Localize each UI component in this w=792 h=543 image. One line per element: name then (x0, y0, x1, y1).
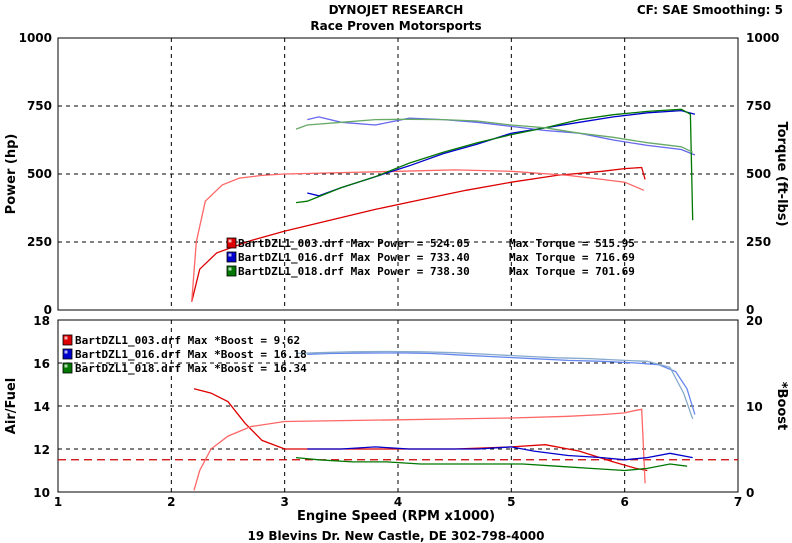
power-legend-entry: BartDZL1_003.drf Max Power = 524.05 (238, 237, 470, 250)
rpm-tick-label: 7 (734, 495, 742, 509)
power-tick-label: 1000 (19, 31, 52, 45)
power-legend-swatch-highlight (228, 267, 232, 271)
boost-axis-label: *Boost (774, 382, 789, 431)
series-line-boost-1 (193, 408, 646, 491)
series-line-power-4 (295, 108, 694, 221)
rpm-tick-label: 1 (54, 495, 62, 509)
afr-tick-label: 10 (33, 486, 50, 500)
boost-legend-entry: BartDZL1_016.drf Max *Boost = 16.18 (75, 348, 307, 361)
power-tick-labels: 0 250 500 750 1000 0 250 500 750 1000 (19, 31, 780, 317)
afr-tick-label: 18 (33, 314, 50, 328)
rpm-tick-label: 5 (507, 495, 515, 509)
series-line-boost-3 (307, 352, 696, 415)
torque-axis-label: Torque (ft-lbs) (774, 121, 789, 226)
power-tick-label: 750 (27, 99, 52, 113)
series-line-afr-0 (193, 388, 648, 472)
boost-tick-label: 10 (746, 400, 763, 414)
torque-legend-entry: Max Torque = 515.95 (509, 237, 635, 250)
boost-legend: BartDZL1_003.drf Max *Boost = 9.62BartDZ… (62, 334, 307, 375)
power-tick-label: 500 (27, 167, 52, 181)
power-tick-label: 250 (27, 235, 52, 249)
power-torque-lines (191, 108, 696, 302)
header-title: DYNOJET RESEARCH (329, 3, 464, 17)
afr-axis-label: Air/Fuel (4, 378, 19, 434)
boost-legend-entry: BartDZL1_018.drf Max *Boost = 16.34 (75, 362, 307, 375)
series-line-afr-2 (307, 446, 693, 461)
power-legend-entry: BartDZL1_016.drf Max Power = 733.40 (238, 251, 470, 264)
power-legend-swatch (226, 265, 237, 277)
power-legend-swatch-highlight (228, 253, 232, 257)
rpm-tick-label: 2 (167, 495, 175, 509)
header-subtitle: Race Proven Motorsports (310, 19, 481, 33)
afr-boost-lines (193, 350, 696, 491)
series-line-torque-3 (307, 116, 696, 156)
series-line-boost-5 (295, 350, 694, 420)
x-axis-label: Engine Speed (RPM x1000) (297, 509, 495, 524)
boost-legend-swatch-highlight (64, 336, 68, 340)
power-legend-swatch (226, 237, 237, 249)
afr-tick-label: 12 (33, 443, 50, 457)
rpm-tick-label: 6 (620, 495, 628, 509)
afr-tick-label: 14 (33, 400, 50, 414)
torque-legend-entry: Max Torque = 716.69 (509, 251, 635, 264)
torque-tick-label: 500 (746, 167, 771, 181)
afr-tick-label: 16 (33, 357, 50, 371)
boost-legend-swatch-highlight (64, 350, 68, 354)
rpm-tick-label: 3 (280, 495, 288, 509)
rpm-tick-label: 4 (394, 495, 402, 509)
series-line-torque-5 (295, 118, 693, 153)
series-line-power-0 (191, 166, 646, 302)
torque-tick-label: 0 (746, 303, 754, 317)
boost-legend-entry: BartDZL1_003.drf Max *Boost = 9.62 (75, 334, 300, 347)
boost-legend-swatch (62, 348, 73, 360)
boost-legend-swatch (62, 362, 73, 374)
power-legend: BartDZL1_003.drf Max Power = 524.05BartD… (226, 237, 470, 278)
boost-legend-swatch (62, 334, 73, 346)
boost-tick-label: 0 (746, 486, 754, 500)
torque-tick-label: 750 (746, 99, 771, 113)
footer-address: 19 Blevins Dr. New Castle, DE 302-798-40… (248, 529, 545, 543)
boost-legend-swatch-highlight (64, 364, 68, 368)
series-line-afr-4 (295, 456, 688, 472)
boost-tick-label: 20 (746, 314, 763, 328)
torque-tick-label: 1000 (746, 31, 779, 45)
correction-label: CF: SAE Smoothing: 5 (637, 3, 783, 17)
power-legend-swatch (226, 251, 237, 263)
series-line-torque-1 (191, 169, 645, 302)
power-legend-swatch-highlight (228, 239, 232, 243)
power-axis-label: Power (hp) (4, 134, 19, 215)
afr-tick-labels: 10 12 14 16 18 0 10 20 (33, 314, 762, 500)
power-tick-label: 0 (44, 303, 52, 317)
power-legend-entry: BartDZL1_018.drf Max Power = 738.30 (238, 265, 470, 278)
torque-tick-label: 250 (746, 235, 771, 249)
torque-legend-entry: Max Torque = 701.69 (509, 265, 635, 278)
rpm-tick-labels: 1 2 3 4 5 6 7 (54, 495, 742, 509)
